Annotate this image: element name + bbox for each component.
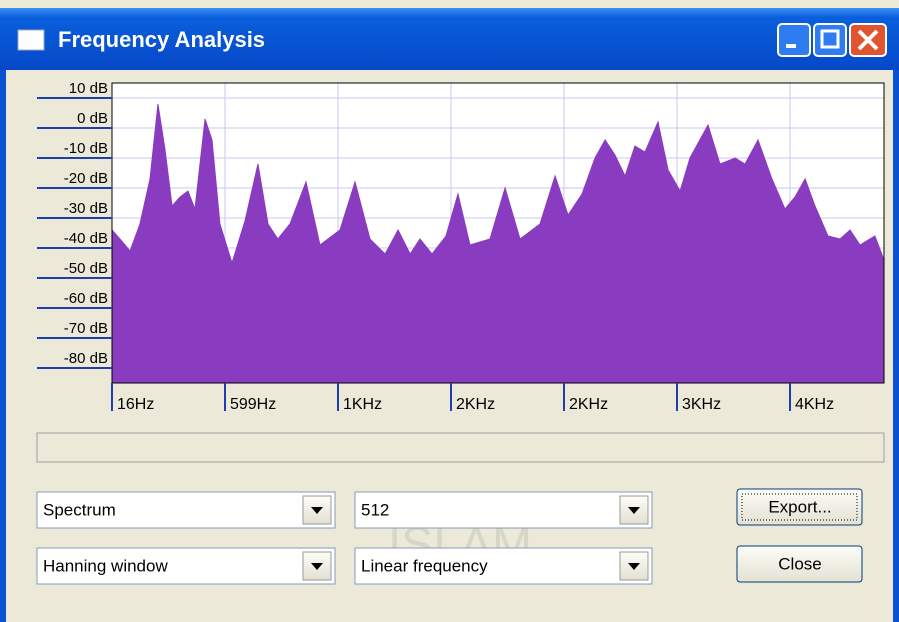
y-tick-label: 10 dB [69, 80, 108, 97]
size-value: 512 [361, 500, 389, 519]
export-label: Export... [768, 497, 831, 516]
left-border [0, 70, 6, 622]
algorithm-value: Spectrum [43, 500, 116, 519]
window-function-value: Hanning window [43, 556, 168, 575]
y-tick-label: -60 dB [64, 290, 108, 307]
window-title: Frequency Analysis [58, 27, 265, 52]
title-bar [0, 8, 899, 70]
y-tick-label: -20 dB [64, 170, 108, 187]
progress-bar [36, 432, 885, 463]
y-tick-label: -50 dB [64, 260, 108, 277]
y-tick-label: -40 dB [64, 230, 108, 247]
right-border [893, 70, 899, 622]
chart: 10 dB 0 dB -10 dB -20 dB -30 dB -40 dB -50 dB -… [37, 80, 885, 413]
x-tick-label: 4KHz [795, 396, 834, 413]
x-tick-label: 3KHz [682, 396, 721, 413]
y-tick-label: -70 dB [64, 320, 108, 337]
minimize-button[interactable] [777, 23, 811, 57]
y-tick-label: -80 dB [64, 350, 108, 367]
x-tick-label: 2KHz [569, 396, 608, 413]
axis-combo[interactable] [354, 547, 653, 585]
close-button[interactable] [849, 23, 887, 57]
close-dialog-button[interactable] [736, 545, 863, 583]
y-tick-label: 0 dB [77, 110, 108, 127]
window-function-combo[interactable] [36, 547, 336, 585]
y-tick-label: -30 dB [64, 200, 108, 217]
y-tick-label: -10 dB [64, 140, 108, 157]
axis-value: Linear frequency [361, 556, 488, 575]
x-tick-label: 2KHz [456, 396, 495, 413]
maximize-button[interactable] [813, 23, 847, 57]
plot-frame [111, 82, 885, 384]
x-tick-label: 1KHz [343, 396, 382, 413]
x-tick-label: 599Hz [230, 396, 276, 413]
algorithm-combo[interactable] [36, 491, 336, 529]
size-combo[interactable] [354, 491, 653, 529]
x-tick-label: 16Hz [117, 396, 154, 413]
close-label: Close [778, 554, 821, 573]
spectrum-area [111, 103, 885, 384]
export-button[interactable] [736, 488, 863, 526]
window-icon [17, 29, 45, 51]
